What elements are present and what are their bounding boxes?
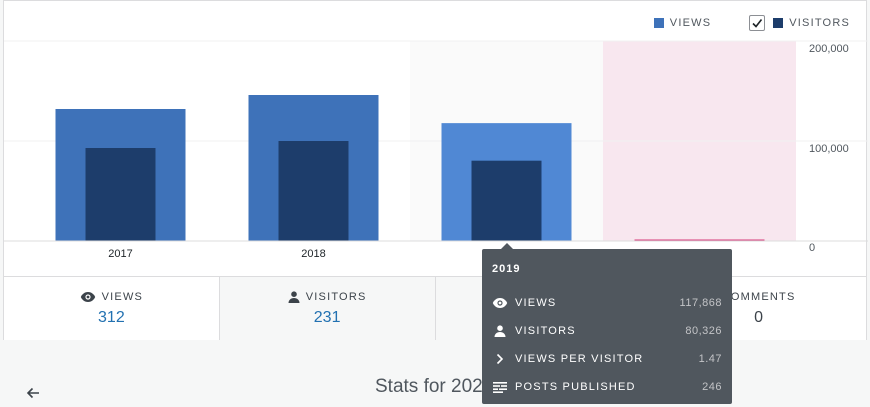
posts-icon [492,381,508,393]
visitors-bar [471,160,542,241]
tab-visitors-header: Visitors [288,291,367,303]
arrow-left-icon [26,387,39,399]
tooltip-row-views-per-visitor: Views per visitor 1.47 [492,345,722,373]
stats-period-title: Stats for 202 [375,376,483,397]
tab-comments-label: Comments [721,290,796,303]
tooltip-row-posts: Posts published 246 [492,373,722,401]
legend-views-label: Views [669,17,712,29]
tooltip-vpv-value: 1.47 [698,353,722,365]
tooltip-row-views: Views 117,868 [492,289,722,317]
person-icon [492,325,508,337]
legend-visitors-swatch [773,18,784,28]
visitors-bar [85,148,156,241]
tooltip-title: 2019 [492,263,521,275]
tooltip-views-value: 117,868 [679,297,722,309]
person-icon [288,290,300,303]
y-tick-label: 0 [809,242,815,254]
checkmark-icon [752,19,763,28]
x-tick-label: 2018 [301,248,325,260]
eye-icon [492,297,508,309]
legend-visitors[interactable]: Visitors [749,15,850,31]
tab-views-value: 312 [98,308,125,326]
tab-comments-value: 0 [754,308,764,326]
tooltip-posts-value: 246 [702,381,722,393]
x-tick-label: 2017 [108,248,132,260]
tooltip-views-label: Views [515,297,557,309]
legend-visitors-label: Visitors [789,17,850,29]
visitors-checkbox[interactable] [749,15,766,31]
tooltip-visitors-label: Visitors [515,325,576,337]
chevron-right-icon [492,353,508,365]
visitors-bar [278,141,349,241]
y-tick-label: 200,000 [809,43,849,55]
legend-views-swatch [653,18,664,28]
tooltip-row-visitors: Visitors 80,326 [492,317,722,345]
tab-views[interactable]: Views 312 [4,277,220,340]
y-tick-label: 100,000 [809,143,849,155]
back-button[interactable] [24,384,42,402]
stats-tabs: Views 312 Visitors 231 Comments 0 [4,276,866,340]
tooltip-vpv-label: Views per visitor [515,353,644,365]
chart-tooltip: 2019 Views 117,868 Visitors 80,326 Views… [482,243,732,404]
tab-comments-header: Comments [722,291,796,303]
tab-views-label: Views [101,290,144,303]
tooltip-visitors-value: 80,326 [685,325,722,337]
chart-legend: Views Visitors [616,15,850,31]
tab-views-header: Views [80,291,143,303]
tooltip-posts-label: Posts published [515,381,636,393]
eye-icon [80,291,96,303]
tab-visitors[interactable]: Visitors 231 [219,277,436,340]
legend-views: Views [653,17,712,29]
tab-visitors-label: Visitors [305,290,367,303]
tab-visitors-value: 231 [313,308,341,326]
